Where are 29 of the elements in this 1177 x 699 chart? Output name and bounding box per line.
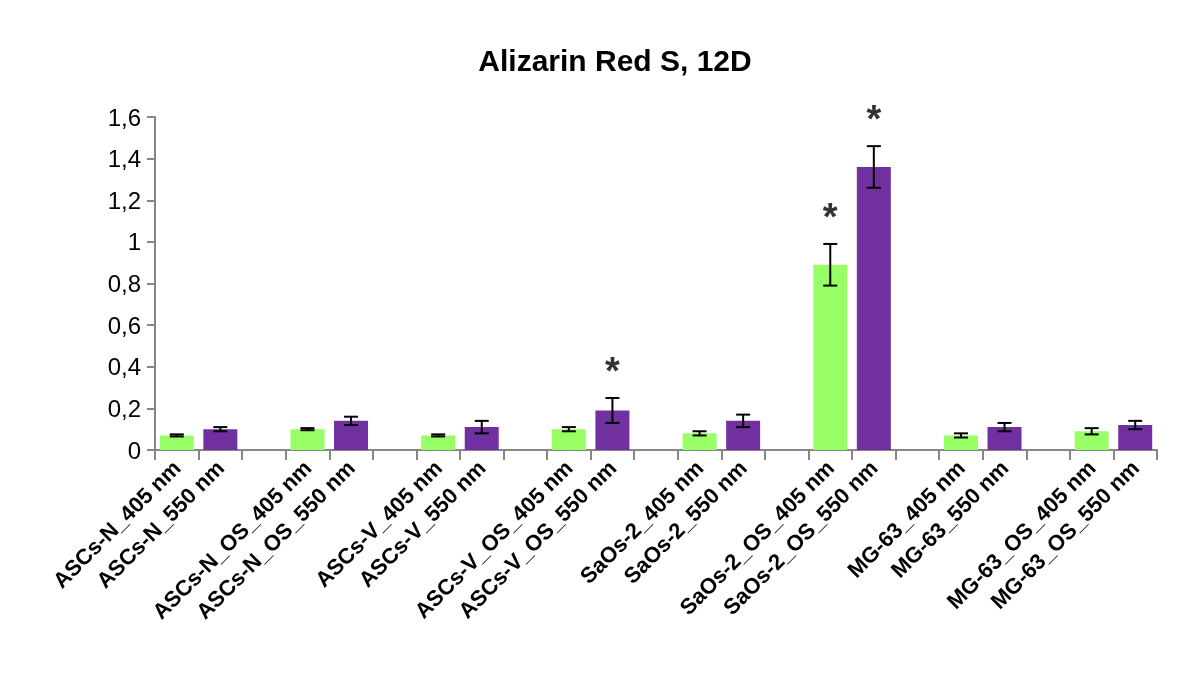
bar bbox=[987, 427, 1022, 450]
annotation: * bbox=[866, 98, 882, 141]
y-tick-label: 1,4 bbox=[107, 145, 141, 173]
bar bbox=[334, 420, 369, 450]
annotation: * bbox=[605, 349, 621, 392]
y-tick-label: 1,2 bbox=[107, 186, 141, 214]
bar bbox=[464, 427, 499, 450]
y-tick-label: 1,6 bbox=[107, 103, 141, 131]
y-tick-label: 0 bbox=[127, 436, 141, 464]
bar bbox=[726, 420, 761, 450]
bar bbox=[856, 166, 891, 450]
y-tick-label: 0,8 bbox=[107, 270, 141, 297]
y-tick-label: 1 bbox=[127, 228, 141, 256]
y-tick-label: 0,4 bbox=[107, 353, 141, 381]
bar bbox=[595, 410, 630, 450]
bar bbox=[421, 435, 456, 450]
y-tick-label: 0,6 bbox=[107, 311, 141, 339]
bar bbox=[290, 429, 325, 450]
bar bbox=[813, 264, 848, 450]
y-tick-label: 0,2 bbox=[107, 394, 141, 422]
bar bbox=[551, 429, 586, 450]
bar bbox=[682, 433, 717, 450]
bar bbox=[203, 429, 238, 450]
bar bbox=[1118, 425, 1153, 450]
annotation: * bbox=[822, 195, 838, 238]
bar bbox=[943, 435, 978, 450]
bar bbox=[1074, 431, 1109, 450]
chart-title: Alizarin Red S, 12D bbox=[478, 43, 752, 77]
bar bbox=[159, 435, 194, 450]
